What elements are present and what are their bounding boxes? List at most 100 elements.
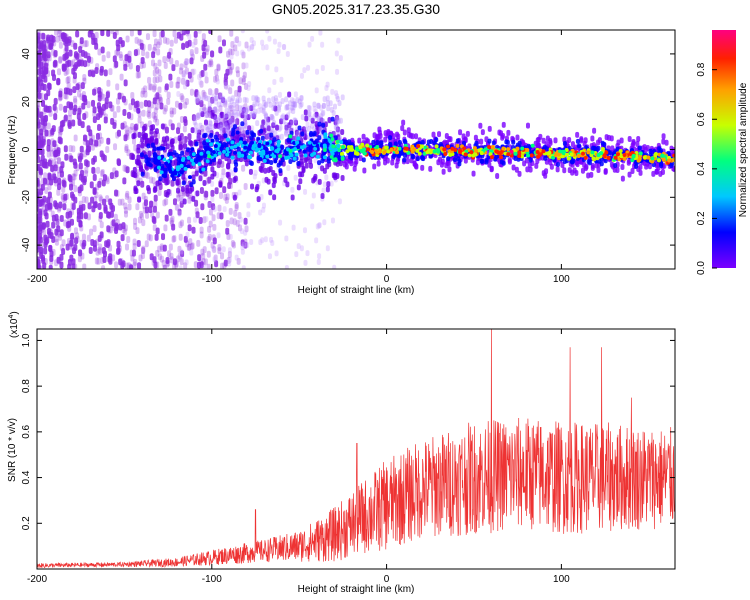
spectrogram-cell	[213, 144, 218, 149]
spectrogram-cell	[41, 222, 46, 230]
spectrogram-cell	[56, 188, 61, 196]
spectrogram-cell	[153, 62, 158, 70]
spectrogram-cell	[56, 157, 61, 165]
spectrogram-cell	[515, 146, 520, 151]
spectrogram-cell	[221, 168, 226, 176]
spectrogram-cell	[137, 216, 142, 224]
spectrogram-cell	[124, 243, 129, 251]
spectrogram-cell	[272, 154, 277, 159]
spectrogram-cell	[203, 169, 208, 177]
spectrogram-cell	[172, 258, 177, 266]
spectrogram-cell	[148, 234, 153, 242]
spectrogram-y-tick-label: -20	[21, 190, 32, 205]
spectrogram-cell	[272, 194, 277, 201]
colorbar-tick-label: 0.4	[696, 161, 707, 175]
spectrogram-cell	[73, 134, 78, 142]
spectrogram-cell	[37, 80, 40, 88]
spectrogram-cell	[132, 238, 137, 246]
spectrogram-cell	[340, 174, 345, 181]
spectrogram-cell	[97, 86, 102, 94]
spectrogram-cell	[237, 211, 242, 219]
spectrogram-cell	[243, 112, 248, 119]
spectrogram-cell	[243, 121, 248, 128]
spectrogram-cell	[128, 62, 133, 70]
spectrogram-cell	[414, 133, 419, 140]
spectrogram-cell	[186, 243, 191, 251]
spectrogram-cell	[303, 134, 308, 141]
colorbar-tick-label: 0.2	[696, 211, 707, 225]
spectrogram-cell	[95, 132, 100, 140]
spectrogram-cell	[208, 220, 213, 228]
spectrogram-cell	[345, 149, 350, 154]
spectrogram-cell	[211, 245, 216, 252]
spectrogram-cell	[141, 109, 146, 117]
spectrogram-cell	[148, 163, 153, 168]
spectrogram-cell	[256, 107, 261, 114]
spectrogram-cell	[238, 77, 243, 85]
spectrogram-cell	[120, 198, 125, 206]
spectrogram-cell	[288, 158, 293, 164]
spectrogram-cell	[228, 48, 233, 56]
spectrogram-cell	[549, 163, 554, 170]
spectrogram-cell	[161, 259, 166, 267]
spectrogram-cell	[144, 206, 149, 214]
spectrogram-cell	[303, 259, 308, 266]
spectrogram-cell	[98, 132, 103, 140]
spectrogram-cell	[84, 40, 89, 48]
spectrogram-cell	[513, 156, 518, 162]
spectrogram-cell	[46, 122, 51, 130]
spectrogram-cell	[315, 223, 320, 230]
spectrogram-cell	[145, 51, 150, 59]
spectrogram-cell	[179, 219, 184, 227]
spectrogram-cell	[145, 33, 150, 41]
spectrogram-cell	[240, 121, 245, 127]
spectrogram-cell	[671, 147, 675, 154]
spectrogram-cell	[316, 115, 321, 122]
spectrogram-cell	[220, 153, 225, 160]
spectrogram-cell	[113, 213, 118, 221]
spectrogram-cell	[180, 30, 185, 34]
spectrogram-cell	[218, 105, 223, 113]
spectrogram-cell	[46, 82, 51, 90]
spectrogram-cell	[69, 239, 74, 247]
spectrogram-cell	[155, 261, 160, 269]
spectrogram-cell	[47, 159, 52, 167]
spectrogram-cell	[335, 160, 340, 167]
spectrogram-cell	[48, 264, 53, 269]
spectrogram-cell	[284, 235, 289, 242]
spectrogram-cell	[157, 93, 162, 101]
spectrogram-cell	[42, 44, 47, 52]
spectrogram-cell	[323, 138, 328, 143]
spectrogram-cell	[40, 72, 45, 80]
spectrogram-cell	[143, 199, 148, 207]
spectrogram-cell	[389, 147, 394, 152]
spectrogram-cell	[192, 68, 197, 75]
spectrogram-cell	[75, 164, 80, 172]
spectrogram-cell	[57, 136, 62, 144]
spectrogram-cell	[185, 147, 190, 153]
spectrogram-cell	[235, 36, 240, 44]
spectrogram-cell	[67, 217, 72, 225]
spectrogram-cell	[108, 253, 113, 261]
spectrogram-cell	[293, 117, 298, 124]
spectrogram-cell	[260, 135, 265, 141]
spectrogram-cell	[267, 87, 272, 94]
spectrogram-cell	[233, 44, 238, 52]
spectrogram-cell	[202, 91, 207, 99]
spectrogram-cell	[347, 154, 352, 160]
spectrogram-cell	[210, 180, 215, 187]
spectrogram-cell	[82, 239, 87, 247]
spectrogram-cell	[223, 259, 228, 267]
spectrogram-cell	[152, 146, 157, 152]
spectrogram-cell	[383, 159, 388, 166]
spectrogram-cell	[87, 55, 92, 63]
spectrogram-cell	[41, 100, 46, 108]
spectrogram-cell	[140, 90, 145, 98]
spectrogram-cell	[57, 68, 62, 76]
spectrogram-cell	[222, 127, 227, 134]
spectrogram-cell	[142, 206, 147, 214]
spectrogram-cell	[104, 240, 109, 248]
spectrogram-cell	[169, 81, 174, 89]
spectrogram-cell	[46, 138, 51, 146]
spectrogram-cell	[333, 119, 338, 126]
